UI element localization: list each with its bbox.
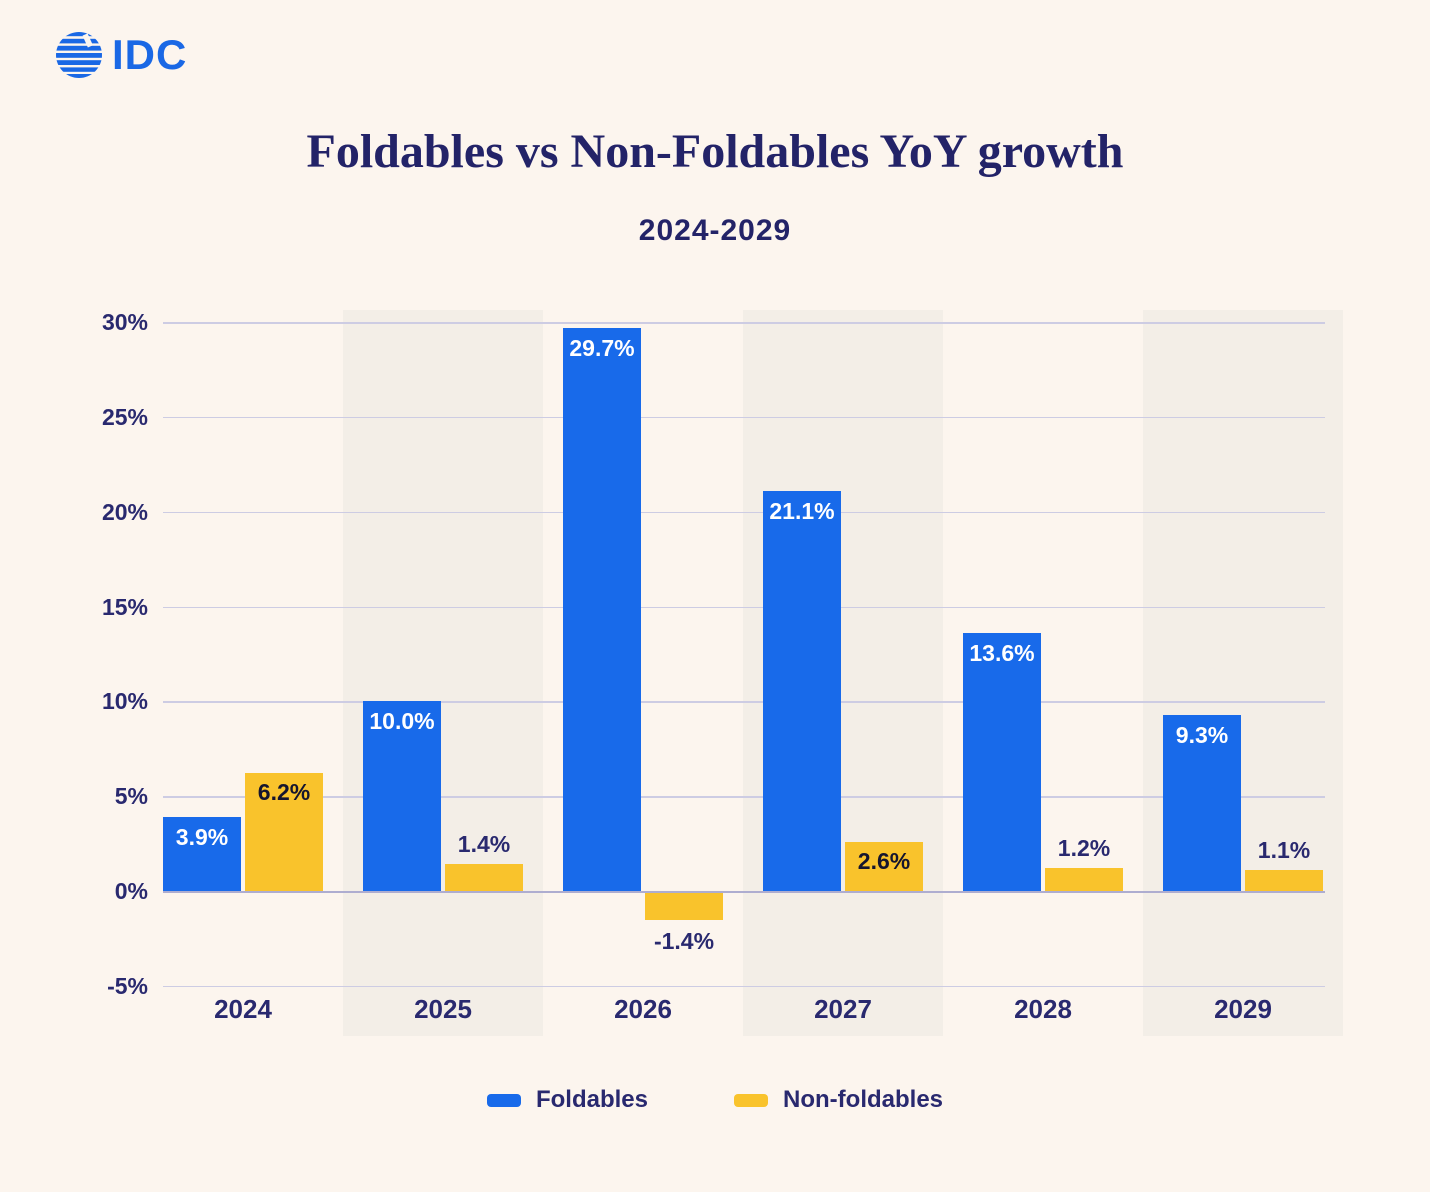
y-axis-label-5%: 5% xyxy=(114,783,148,810)
gridline-10% xyxy=(163,701,1325,703)
gridline-20% xyxy=(163,511,1325,514)
bar-label-foldables-2029: 9.3% xyxy=(1175,721,1229,748)
bar-non-foldables-2028 xyxy=(1045,868,1123,891)
y-axis-label--5%: -5% xyxy=(107,972,148,999)
bar-label-foldables-2025: 10.0% xyxy=(369,708,435,735)
x-axis-label-2026: 2026 xyxy=(614,994,672,1024)
bar-label-non-foldables-2028: 1.2% xyxy=(1057,835,1111,862)
y-axis-label-25%: 25% xyxy=(101,403,148,430)
bar-non-foldables-2026 xyxy=(645,893,723,920)
gridline-30% xyxy=(163,322,1325,324)
y-axis-label-15%: 15% xyxy=(101,593,148,620)
legend-item-non-foldables: Non-foldables xyxy=(734,1086,943,1114)
x-axis-label-2024: 2024 xyxy=(214,994,272,1024)
gridline--5% xyxy=(163,985,1325,988)
bar-label-non-foldables-2024: 6.2% xyxy=(257,779,311,806)
bar-label-non-foldables-2027: 2.6% xyxy=(857,847,911,874)
x-axis-label-2027: 2027 xyxy=(814,994,872,1024)
bar-label-non-foldables-2026: -1.4% xyxy=(653,927,715,954)
bar-label-foldables-2026: 29.7% xyxy=(569,334,635,361)
legend-swatch-non-foldables xyxy=(734,1093,769,1107)
gridline-5% xyxy=(163,796,1325,798)
globe-notch xyxy=(82,33,93,48)
legend-item-foldables: Foldables xyxy=(486,1086,649,1114)
gridline-25% xyxy=(163,416,1325,419)
bar-non-foldables-2024 xyxy=(245,773,323,891)
bar-label-foldables-2024: 3.9% xyxy=(175,824,229,851)
legend-label-foldables: Foldables xyxy=(535,1086,649,1113)
idc-logo-text: IDC xyxy=(112,31,188,78)
chart-title: Foldables vs Non-Foldables YoY growth xyxy=(306,125,1124,178)
bar-label-non-foldables-2029: 1.1% xyxy=(1257,837,1311,864)
legend-swatch-foldables xyxy=(486,1093,521,1107)
column-band-2025 xyxy=(343,310,543,1036)
bar-non-foldables-2029 xyxy=(1245,870,1323,891)
bar-foldables-2028 xyxy=(963,633,1041,891)
bar-non-foldables-2027 xyxy=(845,841,923,891)
x-axis-label-2029: 2029 xyxy=(1214,994,1272,1024)
y-axis-label-20%: 20% xyxy=(101,498,148,525)
idc-logo: IDC xyxy=(56,30,187,80)
y-axis-label-10%: 10% xyxy=(101,688,148,715)
column-band-2029 xyxy=(1143,310,1343,1036)
bar-foldables-2029 xyxy=(1163,714,1241,891)
y-axis-label-0%: 0% xyxy=(114,878,148,904)
x-axis-label-2028: 2028 xyxy=(1014,994,1072,1024)
bar-label-foldables-2028: 13.6% xyxy=(969,640,1035,667)
gridline-0% xyxy=(163,891,1325,893)
bar-non-foldables-2025 xyxy=(445,864,523,891)
idc-globe-icon xyxy=(56,32,102,78)
bar-foldables-2024 xyxy=(163,817,241,891)
x-axis-label-2025: 2025 xyxy=(414,994,472,1024)
legend: Foldables Non-foldables xyxy=(0,1086,1430,1114)
bar-foldables-2026 xyxy=(563,327,641,891)
bar-foldables-2025 xyxy=(363,701,441,891)
chart-subtitle: 2024-2029 xyxy=(638,214,792,247)
bar-foldables-2027 xyxy=(763,490,841,891)
bar-label-foldables-2027: 21.1% xyxy=(769,497,835,524)
y-axis-label-30%: 30% xyxy=(101,309,148,336)
legend-label-non-foldables: Non-foldables xyxy=(783,1086,944,1113)
gridline-15% xyxy=(163,606,1325,608)
bar-label-non-foldables-2025: 1.4% xyxy=(457,831,511,858)
